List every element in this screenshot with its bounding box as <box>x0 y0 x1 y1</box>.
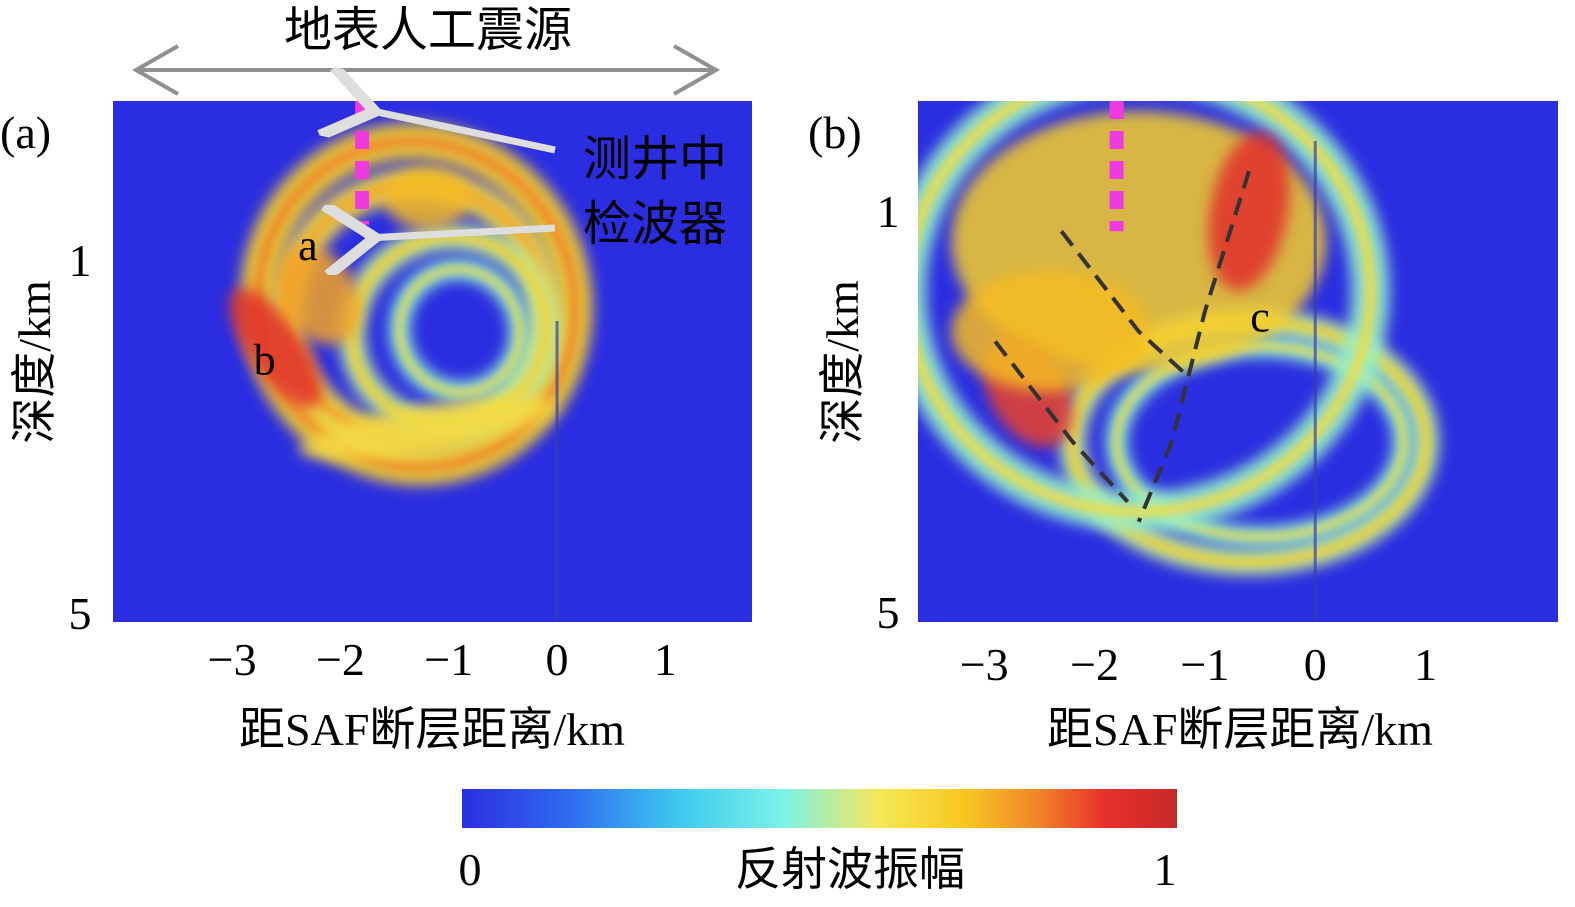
panel-a-x-ticks: −3 −2 −1 0 1 <box>208 634 677 685</box>
panel-a-y-axis-label: 深度/km <box>9 280 60 444</box>
colorbar: 0 反射波振幅 1 <box>459 789 1177 895</box>
x-tick-label: −2 <box>316 634 365 685</box>
y-tick-label: 5 <box>877 587 900 638</box>
panel-a-label: (a) <box>0 107 51 158</box>
annotation-label: c <box>1250 292 1270 341</box>
panel-b-y-axis-label: 深度/km <box>817 280 868 444</box>
x-tick-label: −2 <box>1070 639 1119 690</box>
source-label: 地表人工震源 <box>284 4 572 57</box>
x-tick-label: 0 <box>1304 639 1327 690</box>
panel-a: (a) −3 −2 −1 0 1 15 距SAF断层距离/km 深度/km ab <box>0 101 752 755</box>
panel-b-label: (b) <box>808 107 862 158</box>
panel-b-y-ticks: 15 <box>877 186 900 638</box>
panel-a-y-ticks: 15 <box>69 235 92 639</box>
colorbar-title: 反射波振幅 <box>735 844 965 895</box>
panel-b-plot-area <box>918 101 1440 622</box>
amplitude-blob <box>383 167 471 230</box>
interpretation-dashed-line <box>1136 170 1251 523</box>
annotation-label: a <box>298 221 318 270</box>
annotation-label: b <box>254 336 276 385</box>
source-arrow <box>131 44 721 96</box>
y-tick-label: 1 <box>877 186 900 237</box>
receiver-label-line2: 检波器 <box>583 198 727 251</box>
x-tick-label: −1 <box>1180 639 1229 690</box>
receiver-label-line1: 测井中 <box>583 133 727 186</box>
interpretation-dashed-line <box>993 340 1130 504</box>
x-tick-label: −1 <box>424 634 473 685</box>
x-tick-label: −3 <box>208 634 257 685</box>
reflection-arc-core <box>396 265 523 396</box>
amplitude-blob <box>951 271 1150 392</box>
colorbar-bar <box>462 789 1177 828</box>
x-tick-label: −3 <box>960 639 1009 690</box>
x-tick-label: 1 <box>1414 639 1437 690</box>
receiver-callout: 测井中 检波器 <box>368 110 727 251</box>
y-tick-label: 5 <box>69 588 92 639</box>
panel-a-plot-area <box>229 101 594 622</box>
colorbar-min-label: 0 <box>459 844 482 895</box>
amplitude-blob <box>299 396 556 460</box>
x-tick-label: 0 <box>546 634 569 685</box>
amplitude-blob <box>229 288 322 409</box>
x-tick-label: 1 <box>654 634 677 685</box>
panel-b-x-axis-label: 距SAF断层距离/km <box>1047 704 1433 755</box>
panel-b-x-ticks: −3 −2 −1 0 1 <box>960 639 1437 690</box>
panel-b: (b) −3 −2 −1 0 1 15 距SAF断层距离/km 深度/km c <box>808 101 1558 755</box>
reflection-arc-core <box>918 101 1377 518</box>
interpretation-dashed-line <box>1059 230 1185 373</box>
colorbar-max-label: 1 <box>1154 844 1177 895</box>
y-tick-label: 1 <box>69 235 92 286</box>
panel-a-x-axis-label: 距SAF断层距离/km <box>239 704 625 755</box>
amplitude-blob <box>1208 131 1290 291</box>
reflection-arc-core <box>1113 343 1407 541</box>
